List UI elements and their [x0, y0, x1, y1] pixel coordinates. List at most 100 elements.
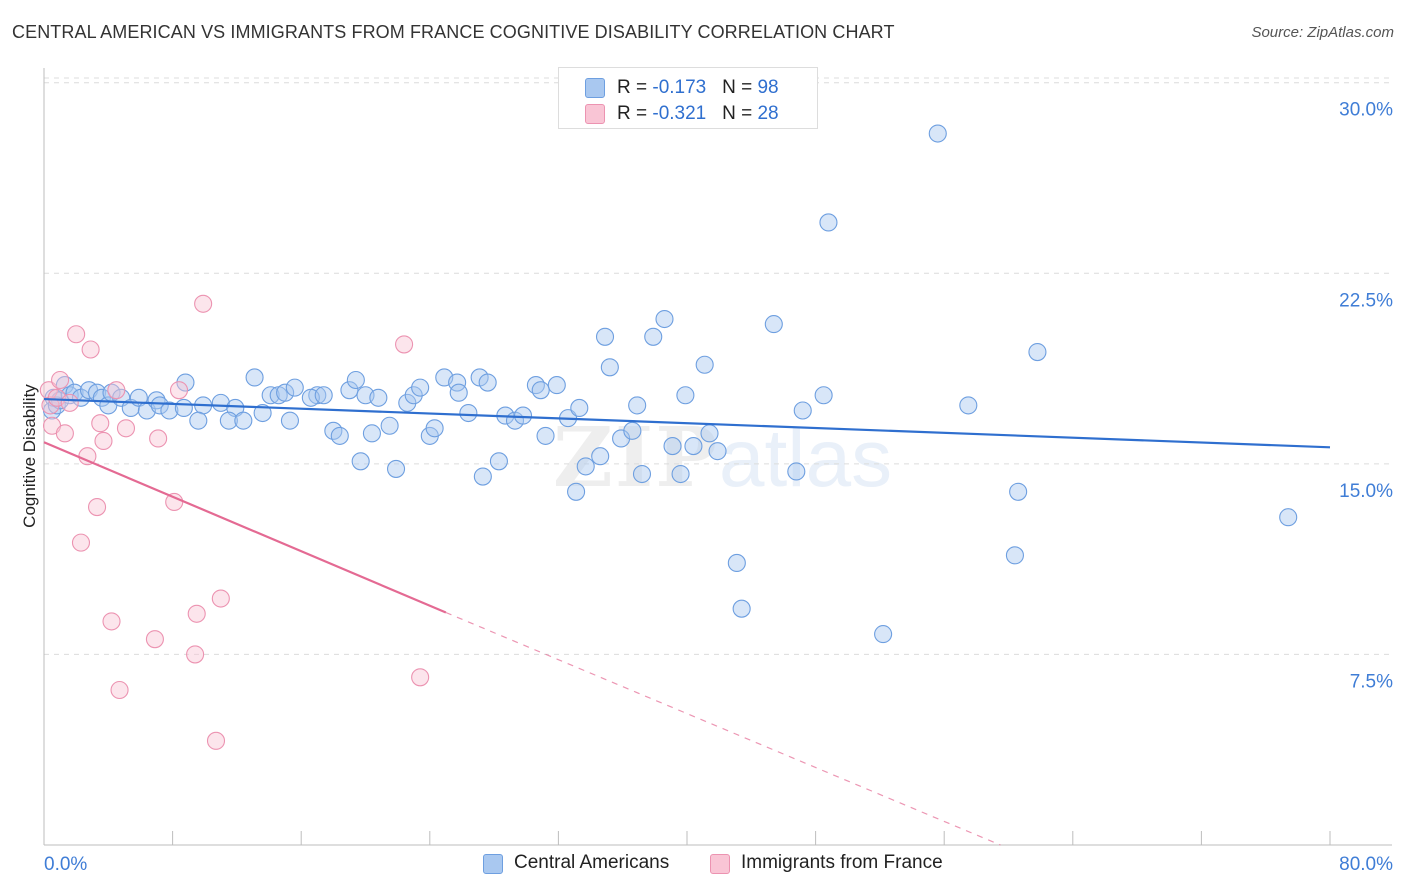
source-label: Source: ZipAtlas.com — [1251, 24, 1394, 41]
trend-line-france — [43, 441, 447, 614]
point-central-americans — [874, 625, 893, 644]
point-central-americans — [628, 396, 647, 415]
y-tick-label: 30.0% — [1339, 100, 1393, 121]
point-central-americans — [340, 381, 359, 400]
chart-title: CENTRAL AMERICAN VS IMMIGRANTS FROM FRAN… — [12, 22, 895, 42]
point-central-americans — [314, 386, 333, 405]
point-central-americans — [253, 403, 272, 423]
point-central-americans — [351, 452, 370, 471]
point-central-americans — [547, 376, 566, 395]
point-central-americans — [513, 406, 533, 425]
point-immigrants-france — [411, 668, 430, 687]
point-central-americans — [473, 467, 492, 486]
point-central-americans — [819, 213, 838, 232]
point-central-americans — [285, 378, 304, 397]
point-central-americans — [959, 396, 978, 415]
series-name: Central Americans — [514, 852, 670, 873]
y-tick-label: 22.5% — [1339, 290, 1393, 311]
point-central-americans — [764, 315, 783, 334]
grid-lines — [44, 77, 1392, 655]
point-central-americans — [489, 452, 508, 471]
point-central-americans — [708, 442, 727, 461]
point-central-americans — [150, 396, 169, 415]
point-central-americans — [695, 355, 714, 374]
point-central-americans — [478, 373, 497, 392]
point-central-americans — [732, 599, 751, 618]
point-immigrants-france — [395, 335, 414, 354]
point-central-americans — [449, 383, 468, 402]
x-tick-label-max: 80.0% — [1339, 854, 1393, 875]
point-central-americans — [727, 553, 746, 573]
point-central-americans — [671, 464, 690, 484]
point-central-americans — [55, 376, 74, 395]
point-central-americans — [600, 358, 619, 377]
r-label: R = — [617, 77, 653, 98]
point-central-americans — [211, 393, 230, 412]
point-immigrants-france — [91, 414, 110, 433]
n-label: N = — [722, 103, 758, 124]
point-immigrants-france — [94, 431, 113, 451]
point-central-americans — [189, 411, 208, 430]
axes — [43, 68, 1392, 846]
point-immigrants-france — [41, 396, 60, 415]
point-central-americans — [459, 403, 478, 423]
point-central-americans — [176, 373, 195, 392]
point-central-americans — [644, 327, 663, 346]
series-name: Immigrants from France — [741, 852, 943, 873]
point-central-americans — [676, 386, 695, 405]
correlation-legend: R = -0.173 N = 98 R = -0.321 N = 28 — [558, 67, 818, 129]
point-central-americans — [632, 464, 652, 484]
y-tick-label: 15.0% — [1339, 481, 1393, 502]
point-central-americans — [531, 381, 550, 400]
point-immigrants-france — [206, 731, 226, 750]
point-immigrants-france — [107, 381, 126, 400]
point-central-americans — [623, 421, 642, 440]
point-central-americans — [591, 447, 610, 466]
point-immigrants-france — [81, 340, 100, 359]
point-central-americans — [536, 426, 555, 445]
point-central-americans — [526, 376, 545, 395]
point-central-americans — [1009, 482, 1028, 501]
n-value: 98 — [757, 77, 779, 98]
point-central-americans — [386, 459, 406, 478]
point-central-americans — [1279, 508, 1298, 527]
point-central-americans — [411, 378, 430, 397]
point-central-americans — [280, 411, 299, 430]
y-axis-label: Cognitive Disability — [20, 384, 39, 528]
point-immigrants-france — [55, 424, 74, 443]
y-tick-label: 7.5% — [1350, 671, 1393, 692]
point-central-americans — [567, 482, 586, 501]
point-central-americans — [814, 386, 833, 405]
point-immigrants-france — [194, 294, 213, 313]
point-immigrants-france — [211, 589, 230, 608]
legend-stats: R = -0.173 N = 98 — [617, 77, 779, 99]
point-immigrants-france — [110, 680, 129, 700]
x-tick-label-min: 0.0% — [44, 854, 87, 875]
tick-labels: 7.5% 15.0% 22.5% 30.0% 0.0% 80.0% — [44, 100, 1393, 875]
point-immigrants-france — [186, 645, 205, 664]
legend-stats: R = -0.321 N = 28 — [617, 103, 779, 125]
point-immigrants-france — [51, 370, 70, 390]
point-central-americans — [1005, 546, 1024, 565]
point-immigrants-france — [71, 533, 91, 552]
point-central-americans — [655, 309, 674, 329]
point-central-americans — [576, 457, 595, 476]
trend-line-france-extrapolated — [445, 611, 1001, 846]
legend-swatch-pink — [585, 104, 605, 124]
point-immigrants-france — [187, 604, 206, 623]
point-central-americans — [398, 393, 417, 412]
point-immigrants-france — [60, 393, 79, 412]
legend-swatch-blue — [483, 854, 503, 874]
n-label: N = — [722, 77, 758, 98]
legend-swatch-pink — [710, 854, 730, 874]
point-immigrants-france — [102, 612, 121, 631]
point-central-americans — [245, 368, 264, 387]
r-value: -0.321 — [652, 103, 707, 124]
point-central-americans — [700, 424, 719, 443]
point-central-americans — [684, 437, 703, 456]
point-immigrants-france — [116, 419, 136, 438]
point-central-americans — [1028, 342, 1047, 362]
point-central-americans — [380, 416, 399, 435]
r-value: -0.173 — [652, 77, 707, 98]
